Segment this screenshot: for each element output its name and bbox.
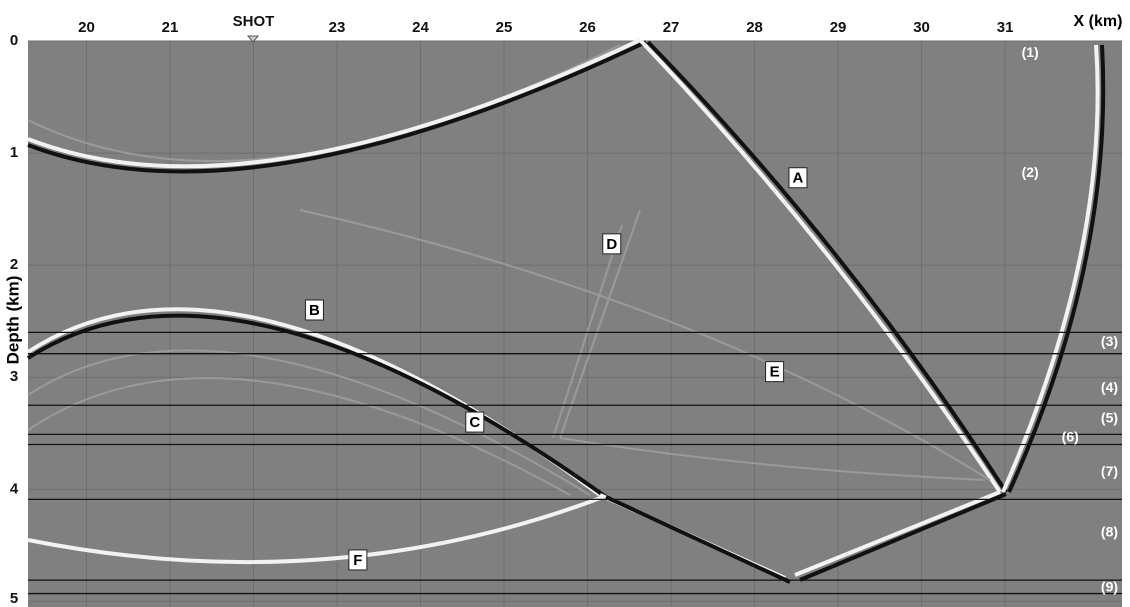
wavefront-label: F	[353, 552, 362, 569]
x-axis-label: X (km)	[1074, 13, 1123, 30]
x-tick-label: 29	[830, 19, 847, 36]
layer-label: (1)	[1022, 44, 1039, 60]
y-tick-label: 5	[10, 590, 18, 607]
y-tick-label: 4	[10, 480, 19, 497]
wavefront-label: D	[606, 236, 617, 253]
layer-label: (6)	[1062, 428, 1079, 444]
y-axis-label: Depth (km)	[3, 276, 22, 365]
layer-label: (2)	[1022, 164, 1039, 180]
y-tick-label: 0	[10, 32, 18, 49]
wavefront-label: B	[309, 302, 320, 319]
x-tick-label: 27	[663, 19, 680, 36]
plot-background	[28, 41, 1122, 607]
x-tick-label: 30	[913, 19, 930, 36]
wavefront-label: C	[469, 414, 480, 431]
x-tick-label: 31	[997, 19, 1014, 36]
layer-label: (5)	[1101, 409, 1118, 425]
x-tick-label: 23	[329, 19, 346, 36]
layer-label: (9)	[1101, 579, 1118, 595]
layer-label: (3)	[1101, 333, 1118, 349]
x-tick-label: 26	[579, 19, 596, 36]
wavefront-label: A	[793, 170, 804, 187]
x-tick-label: 24	[412, 19, 429, 36]
x-tick-label: 28	[746, 19, 763, 36]
y-tick-label: 3	[10, 368, 18, 385]
figure: X (km) Depth (km) 2021SHOT23242526272829…	[0, 0, 1130, 607]
y-tick-label: 1	[10, 144, 18, 161]
x-tick-label: SHOT	[233, 13, 275, 30]
layer-label: (4)	[1101, 379, 1118, 395]
y-tick-label: 2	[10, 256, 18, 273]
wavefront-label: E	[770, 364, 780, 381]
layer-label: (7)	[1101, 463, 1118, 479]
x-tick-label: 25	[496, 19, 513, 36]
x-tick-label: 20	[78, 19, 95, 36]
layer-label: (8)	[1101, 524, 1118, 540]
x-tick-label: 21	[162, 19, 179, 36]
